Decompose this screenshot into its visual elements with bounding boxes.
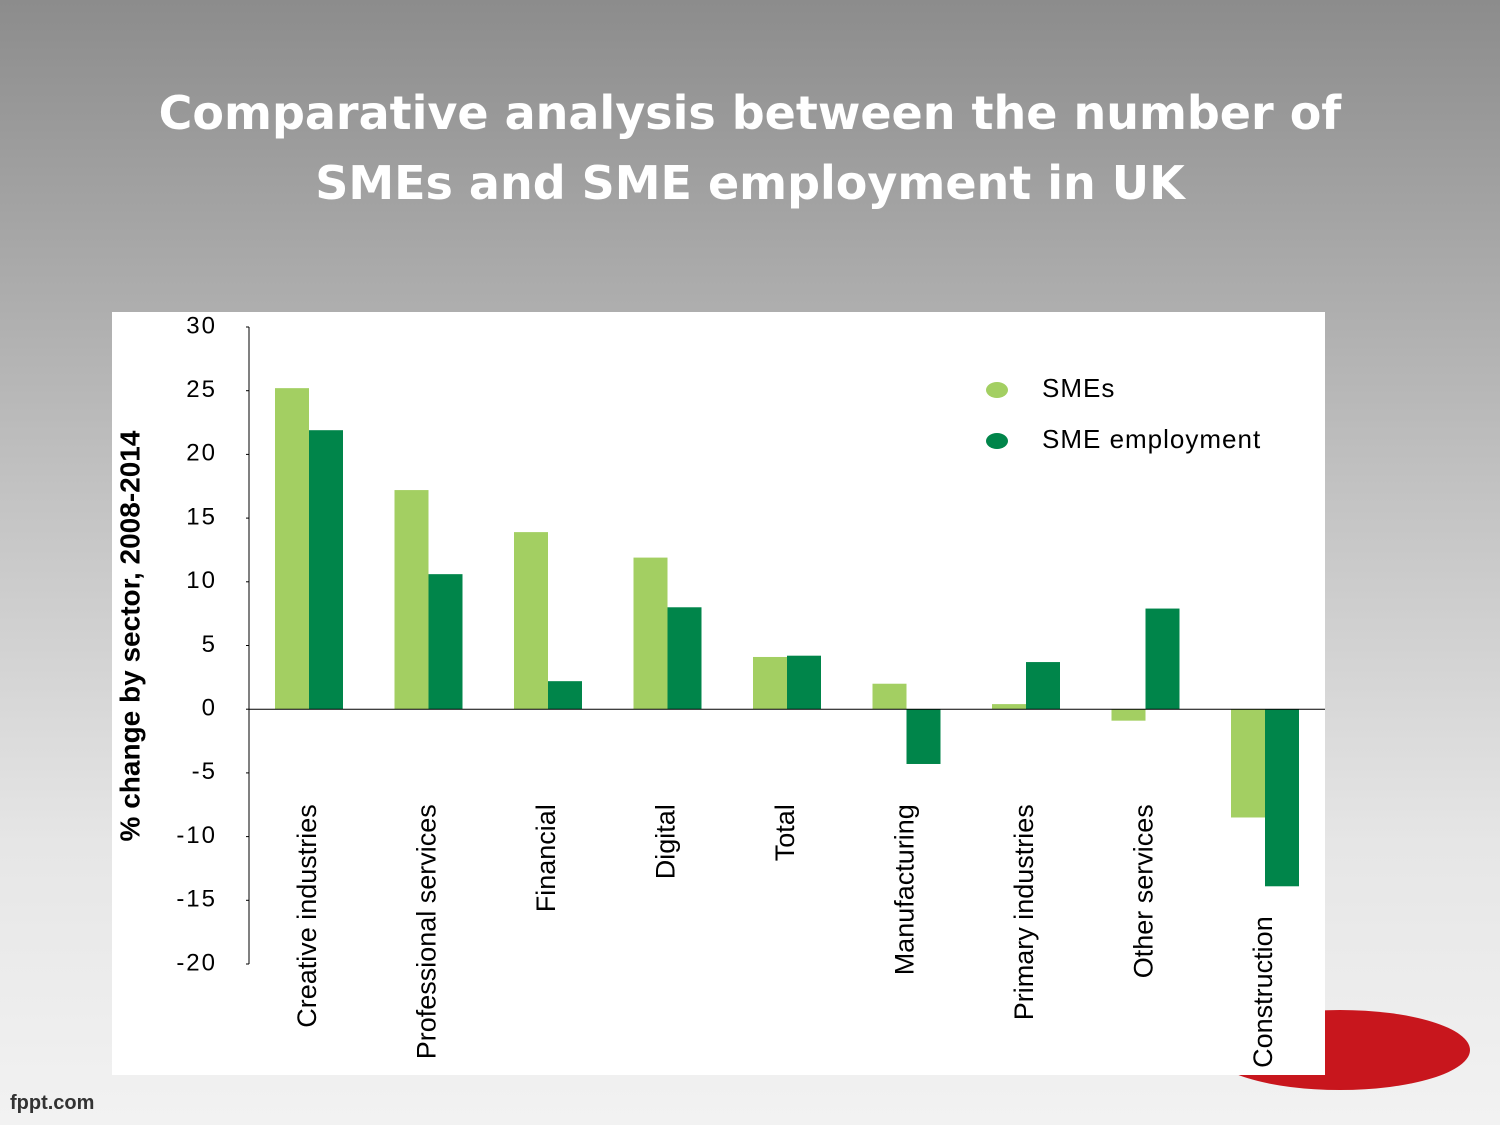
bar <box>992 704 1026 710</box>
bar <box>787 655 821 710</box>
y-tick-label: -20 <box>176 949 217 976</box>
legend-label: SME employment <box>1042 424 1261 454</box>
y-tick-label: 25 <box>186 376 217 403</box>
bar <box>275 388 309 710</box>
y-tick-label: -10 <box>176 822 217 849</box>
bar <box>1265 709 1299 887</box>
bar <box>633 557 668 710</box>
x-tick-label: Other services <box>1129 804 1159 978</box>
x-tick-label: Creative industries <box>292 804 322 1028</box>
legend-label: SMEs <box>1042 373 1115 403</box>
y-tick-label: 30 <box>186 312 217 339</box>
y-axis-label: % change by sector, 2008-2014 <box>114 430 145 841</box>
bar <box>1145 608 1180 710</box>
bar <box>667 607 702 710</box>
x-tick-label: Total <box>770 804 800 861</box>
y-tick-label: 20 <box>186 440 217 467</box>
y-tick-label: -5 <box>192 758 217 785</box>
x-tick-label: Digital <box>651 804 681 879</box>
bar <box>1111 709 1146 721</box>
bar <box>514 532 548 710</box>
slide-title: Comparative analysis between the number … <box>158 86 1342 210</box>
bar <box>394 490 429 710</box>
bar <box>428 574 463 710</box>
x-tick-label: Primary industries <box>1009 804 1039 1020</box>
y-tick-label: -15 <box>176 886 217 913</box>
y-tick-label: 0 <box>202 695 217 722</box>
bar <box>906 709 941 764</box>
legend-marker <box>986 433 1008 449</box>
bar <box>548 681 582 710</box>
watermark: fppt.com <box>10 1092 95 1114</box>
bar <box>1231 709 1265 818</box>
y-tick-label: 5 <box>202 631 217 658</box>
x-tick-label: Financial <box>531 804 561 912</box>
bar <box>872 683 907 710</box>
x-tick-label: Professional services <box>412 804 442 1059</box>
y-tick-label: 10 <box>186 567 217 594</box>
y-tick-label: 15 <box>186 503 217 530</box>
legend-marker <box>986 382 1008 398</box>
x-tick-label: Manufacturing <box>890 804 920 975</box>
bar <box>753 656 787 710</box>
bar <box>309 430 343 710</box>
x-tick-label: Construction <box>1248 916 1278 1068</box>
bar <box>1026 662 1060 710</box>
